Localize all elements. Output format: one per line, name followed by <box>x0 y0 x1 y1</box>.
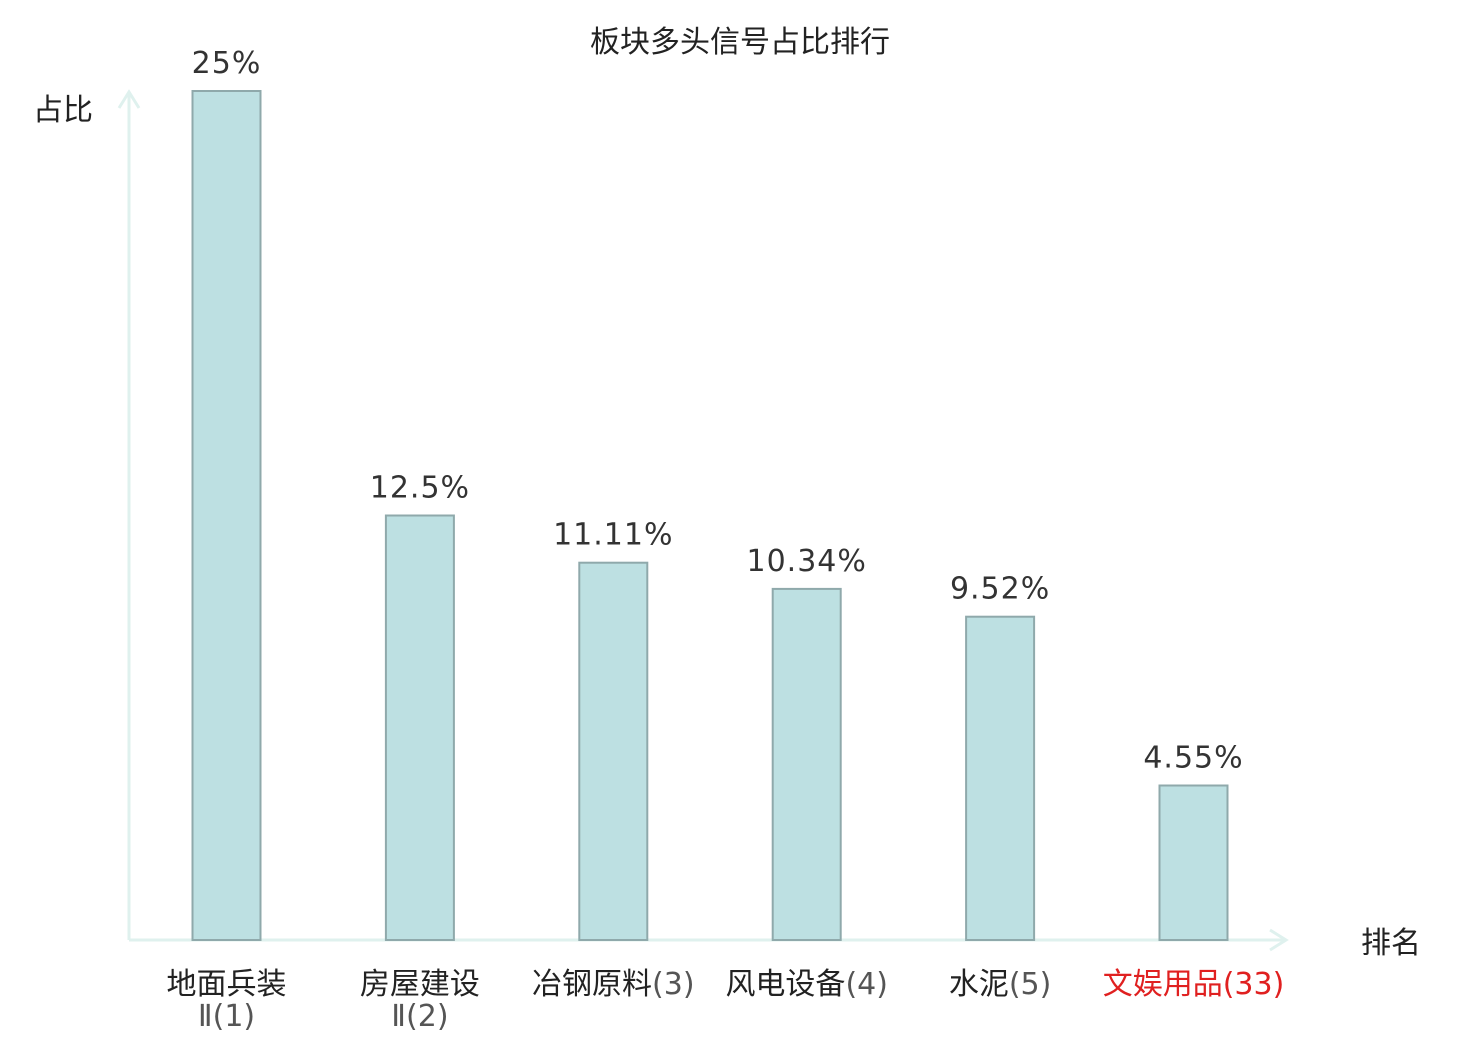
bar-value-label: 9.52% <box>950 572 1050 607</box>
bar <box>384 514 455 941</box>
x-axis-label: 排名 <box>1361 926 1421 961</box>
bar-value-label: 10.34% <box>747 544 867 579</box>
x-axis-arrow <box>1269 928 1289 952</box>
category-rank: (33) <box>1223 967 1285 1002</box>
category-name: 文娱用品 <box>1103 967 1223 1002</box>
bars <box>191 90 1229 942</box>
category-label: 地面兵装 Ⅱ(1) <box>167 967 287 1034</box>
value-labels: 25% 12.5% 11.11% 10.34% 9.52% 4.55% <box>192 46 1243 776</box>
category-label: 风电设备(4) <box>725 967 888 1002</box>
category-label: 冶钢原料(3) <box>532 967 695 1002</box>
category-label: 文娱用品(33) <box>1103 967 1285 1002</box>
bar <box>191 90 262 941</box>
category-name: 地面兵装 <box>167 967 287 1002</box>
category-rank: (4) <box>845 967 888 1002</box>
y-axis-label: 占比 <box>33 93 93 128</box>
bar <box>578 561 649 941</box>
category-label: 房屋建设 Ⅱ(2) <box>360 967 480 1034</box>
y-axis-arrow <box>117 89 141 109</box>
category-name: 风电设备 <box>725 967 845 1002</box>
category-rank: (3) <box>652 967 695 1002</box>
category-name: 水泥 <box>949 967 1009 1002</box>
bar <box>965 615 1036 941</box>
bar-value-label: 12.5% <box>370 471 470 506</box>
category-rank: Ⅱ(1) <box>198 999 255 1034</box>
bar-value-label: 4.55% <box>1143 741 1243 776</box>
category-name: 房屋建设 <box>360 967 480 1002</box>
category-label: 水泥(5) <box>949 967 1052 1002</box>
axes <box>117 89 1289 952</box>
category-name: 冶钢原料 <box>532 967 652 1002</box>
bar-value-label: 11.11% <box>553 518 673 553</box>
category-labels: 地面兵装 Ⅱ(1)房屋建设 Ⅱ(2)冶钢原料(3) 风电设备(4) 水泥(5) 文娱用品(… <box>167 967 1285 1034</box>
bar-value-label: 25% <box>192 46 262 81</box>
category-rank: (5) <box>1009 967 1052 1002</box>
bar <box>771 587 842 942</box>
bar <box>1158 784 1229 941</box>
category-rank: Ⅱ(2) <box>391 999 448 1034</box>
chart-title: 板块多头信号占比排行 <box>590 25 890 60</box>
